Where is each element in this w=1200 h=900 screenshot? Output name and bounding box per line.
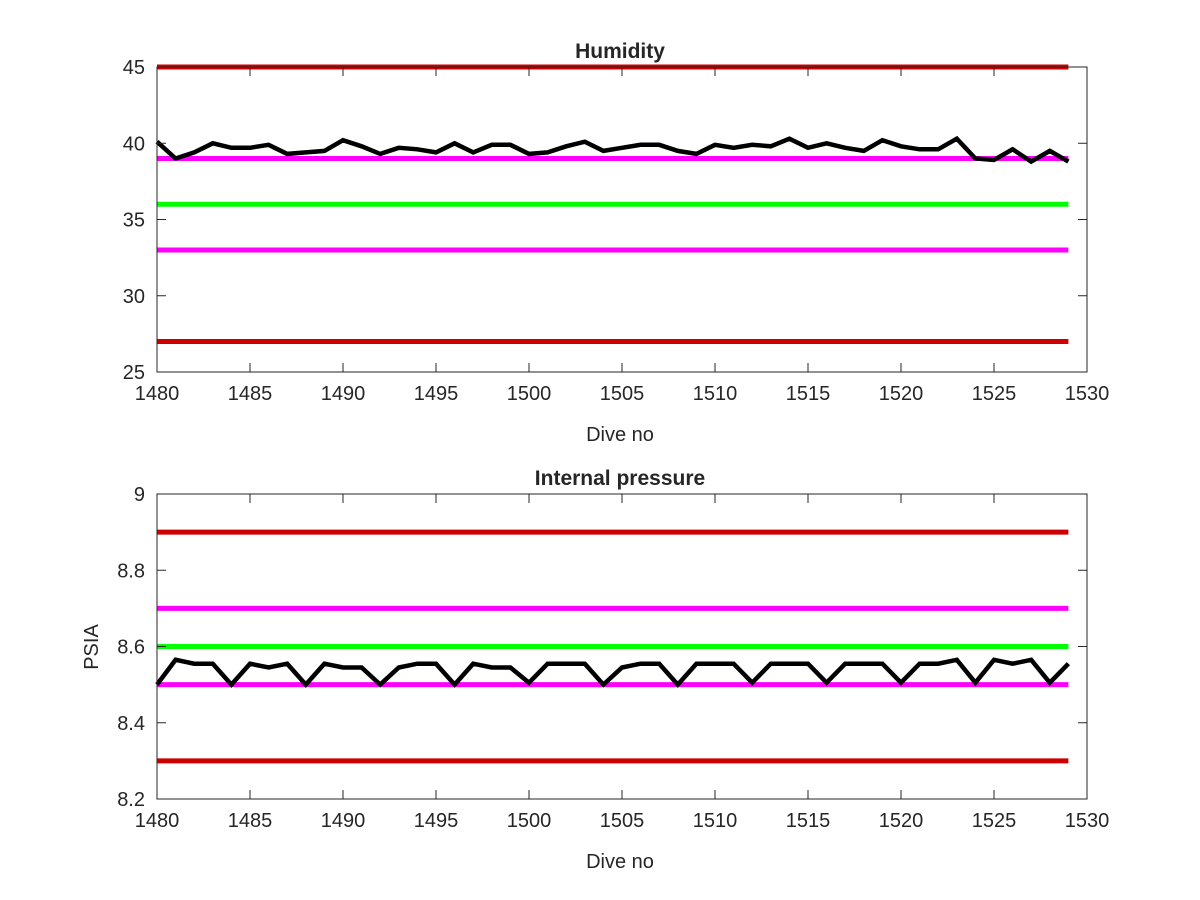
- humidity-plot: Humidity 1480 1485 1490 1495 1500 1505 1510 151…: [123, 40, 1110, 446]
- humidity-xtick-label: 1525: [972, 383, 1017, 405]
- humidity-xtick-label: 1530: [1065, 383, 1110, 405]
- humidity-series-line: [155, 135, 1070, 165]
- pressure-xtick-label: 1485: [228, 810, 273, 832]
- humidity-title: Humidity: [575, 40, 665, 63]
- pressure-xtick-label: 1515: [786, 810, 831, 832]
- humidity-xtick-label: 1485: [228, 383, 273, 405]
- pressure-ytick-label: 8.4: [117, 713, 145, 735]
- pressure-ytick-label: 8.6: [117, 637, 145, 659]
- humidity-xtick-label: 1490: [321, 383, 366, 405]
- pressure-series-line: [155, 657, 1071, 688]
- humidity-xtick-label: 1520: [879, 383, 924, 405]
- pressure-xtick-label: 1500: [507, 810, 552, 832]
- humidity-ytick-label: 40: [123, 133, 145, 155]
- humidity-ytick-label: 45: [123, 57, 145, 79]
- humidity-ticks: 1480 1485 1490 1495 1500 1505 1510 1515 1520 1525…: [123, 57, 1110, 405]
- pressure-xtick-label: 1480: [135, 810, 180, 832]
- humidity-xtick-label: 1500: [507, 383, 552, 405]
- pressure-xtick-label: 1490: [321, 810, 366, 832]
- humidity-xtick-label: 1480: [135, 383, 180, 405]
- pressure-ticks: 1480 1485 1490 1495 1500 1505 1510 1515 1520 1525…: [117, 484, 1109, 832]
- humidity-ytick-label: 25: [123, 362, 145, 384]
- pressure-xtick-label: 1510: [693, 810, 738, 832]
- pressure-xtick-label: 1495: [414, 810, 459, 832]
- pressure-ytick-label: 9: [134, 484, 145, 506]
- pressure-ylabel: PSIA: [81, 624, 103, 670]
- humidity-xtick-label: 1510: [693, 383, 738, 405]
- pressure-xtick-label: 1505: [600, 810, 645, 832]
- pressure-lines: [155, 529, 1071, 764]
- pressure-xtick-label: 1520: [879, 810, 924, 832]
- pressure-ytick-label: 8.8: [117, 560, 145, 582]
- pressure-plot: Internal pressure 1480 1485 1490 1495 1500 15…: [81, 467, 1109, 873]
- humidity-ytick-label: 30: [123, 286, 145, 308]
- pressure-xlabel: Dive no: [586, 851, 654, 873]
- humidity-xtick-label: 1515: [786, 383, 831, 405]
- humidity-xlabel: Dive no: [586, 424, 654, 446]
- pressure-xtick-label: 1525: [972, 810, 1017, 832]
- humidity-xtick-label: 1505: [600, 383, 645, 405]
- pressure-ytick-label: 8.2: [117, 789, 145, 811]
- pressure-xtick-label: 1530: [1065, 810, 1110, 832]
- humidity-xtick-label: 1495: [414, 383, 459, 405]
- humidity-ytick-label: 35: [123, 210, 145, 232]
- pressure-title: Internal pressure: [535, 467, 705, 490]
